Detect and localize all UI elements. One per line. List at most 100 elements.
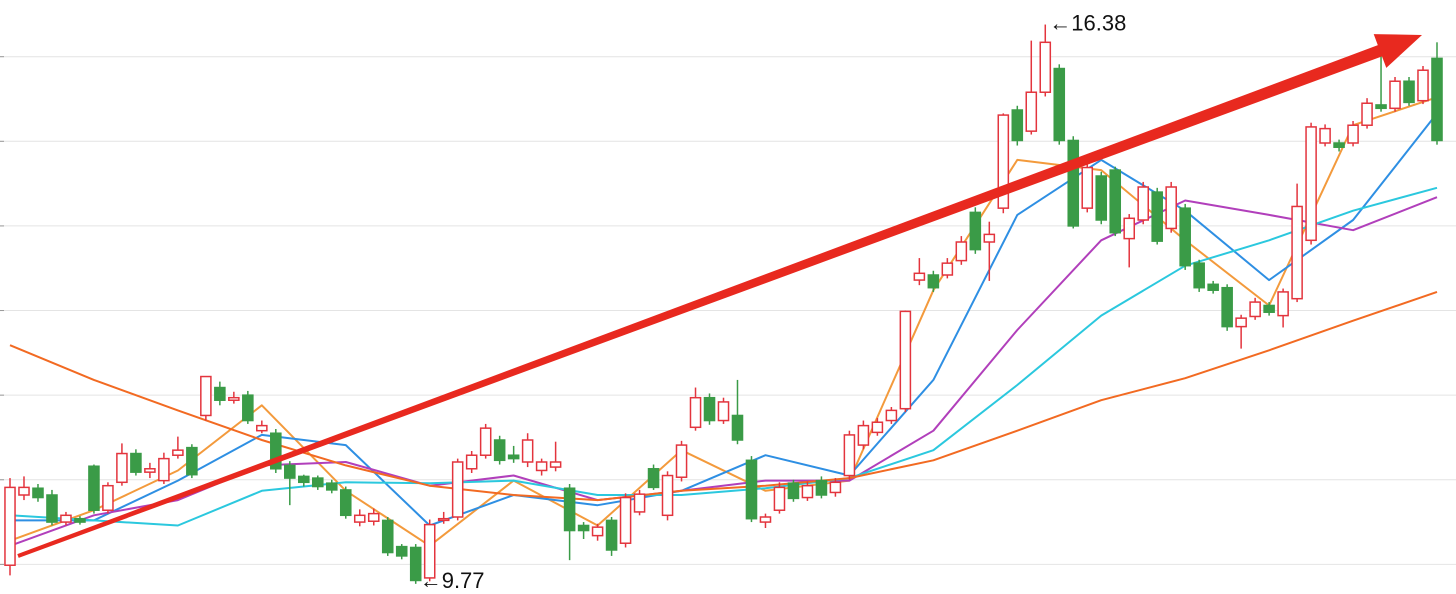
candle-body bbox=[1375, 104, 1387, 110]
candle-body bbox=[172, 449, 184, 456]
candle-body bbox=[871, 421, 884, 434]
candle-body bbox=[242, 394, 254, 422]
candle-body bbox=[409, 546, 422, 582]
candle-body bbox=[633, 493, 646, 513]
candle-body bbox=[717, 401, 730, 422]
candle-body bbox=[1193, 262, 1205, 289]
candle-body bbox=[535, 461, 548, 472]
candle-body bbox=[186, 446, 198, 476]
candle-body bbox=[1053, 67, 1066, 142]
candle-body bbox=[465, 454, 478, 470]
candle-body bbox=[479, 427, 492, 456]
candle-body bbox=[116, 452, 128, 484]
moving-average-line bbox=[9, 290, 1438, 502]
moving-average-line bbox=[10, 112, 1438, 527]
candle-body bbox=[1291, 205, 1303, 300]
candle-body bbox=[437, 517, 450, 522]
candle-body bbox=[1333, 142, 1345, 148]
candle-body bbox=[256, 424, 268, 432]
candle-body bbox=[88, 465, 100, 511]
candle-body bbox=[395, 545, 408, 557]
candle-body bbox=[423, 523, 436, 579]
candle-body bbox=[1305, 126, 1317, 242]
candle-body bbox=[787, 482, 800, 500]
candle-body bbox=[1389, 80, 1401, 110]
candle-body bbox=[353, 514, 366, 523]
candle-body bbox=[745, 459, 758, 520]
candle-body bbox=[577, 524, 590, 532]
moving-average-line bbox=[9, 196, 1438, 547]
candle-body bbox=[843, 434, 856, 477]
candle-body bbox=[1151, 191, 1163, 242]
candle-body bbox=[689, 396, 702, 429]
candle-body bbox=[1165, 186, 1177, 230]
trend-arrow-head bbox=[1373, 34, 1422, 68]
candle-body bbox=[18, 486, 30, 496]
candle-body bbox=[130, 452, 142, 473]
candle-body bbox=[1039, 41, 1052, 93]
candle-body bbox=[1067, 139, 1080, 227]
candle-body bbox=[1249, 301, 1261, 318]
candle-body bbox=[451, 461, 464, 518]
candle-body bbox=[829, 481, 842, 494]
candle-body bbox=[731, 414, 744, 441]
candle-body bbox=[1025, 91, 1038, 132]
candle-body bbox=[773, 486, 786, 511]
candle-body bbox=[1235, 317, 1247, 328]
candle-body bbox=[284, 464, 296, 479]
candle-body bbox=[1109, 169, 1122, 234]
candle-body bbox=[521, 439, 534, 463]
candle-body bbox=[927, 274, 940, 289]
candle-body bbox=[1011, 109, 1024, 142]
candle-body bbox=[647, 468, 660, 489]
candle-body bbox=[298, 475, 310, 484]
candle-body bbox=[1137, 186, 1149, 221]
candle-body bbox=[801, 484, 814, 499]
candle-layer bbox=[4, 24, 1443, 584]
candle-body bbox=[144, 468, 156, 473]
candle-body bbox=[1123, 217, 1136, 240]
candle-body bbox=[339, 489, 352, 517]
candle-body bbox=[955, 241, 968, 262]
candle-body bbox=[563, 487, 576, 532]
candle-body bbox=[619, 496, 632, 544]
candle-body bbox=[983, 233, 996, 243]
candle-body bbox=[1319, 127, 1331, 144]
candle-body bbox=[885, 409, 898, 422]
candle-body bbox=[759, 516, 772, 523]
candle-body bbox=[1221, 286, 1233, 328]
trend-arrow-shaft bbox=[17, 44, 1385, 558]
candle-body bbox=[367, 512, 380, 522]
candle-body bbox=[158, 457, 170, 482]
candle-body bbox=[1431, 57, 1443, 142]
candle-body bbox=[325, 482, 338, 491]
candle-body bbox=[214, 386, 226, 401]
candle-body bbox=[507, 454, 520, 460]
annotation-layer: ←16.38 ←9.77 bbox=[420, 10, 1127, 592]
candle-body bbox=[549, 461, 562, 468]
candle-body bbox=[1277, 291, 1289, 317]
candle-body bbox=[675, 444, 688, 478]
candle-body bbox=[1417, 69, 1429, 102]
candle-body bbox=[493, 439, 506, 462]
candle-body bbox=[74, 517, 86, 523]
candle-body bbox=[200, 375, 212, 417]
candle-body bbox=[605, 519, 618, 551]
candle-body bbox=[815, 479, 828, 496]
candle-body bbox=[270, 432, 282, 470]
candle-body bbox=[1263, 304, 1275, 313]
candle-body bbox=[32, 487, 44, 499]
candle-body bbox=[591, 526, 604, 537]
candle-body bbox=[1403, 80, 1415, 104]
moving-average-line bbox=[9, 186, 1438, 527]
candle-body bbox=[311, 477, 324, 488]
candle-body bbox=[857, 424, 870, 446]
candle-body bbox=[913, 272, 926, 281]
candle-body bbox=[60, 514, 72, 523]
candle-body bbox=[1095, 175, 1108, 221]
candle-body bbox=[969, 211, 982, 251]
candle-body bbox=[1361, 102, 1373, 126]
candle-body bbox=[1207, 283, 1219, 291]
